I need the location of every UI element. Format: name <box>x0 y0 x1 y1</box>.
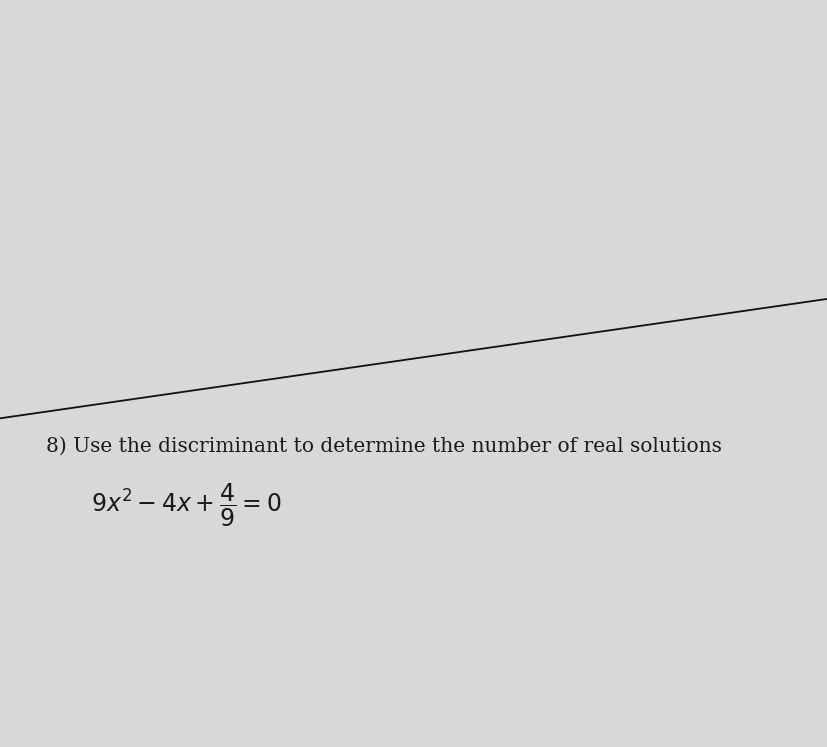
Text: 8) Use the discriminant to determine the number of real solutions: 8) Use the discriminant to determine the… <box>45 437 720 456</box>
Text: $9x^2 - 4x + \dfrac{4}{9} = 0$: $9x^2 - 4x + \dfrac{4}{9} = 0$ <box>91 482 281 529</box>
